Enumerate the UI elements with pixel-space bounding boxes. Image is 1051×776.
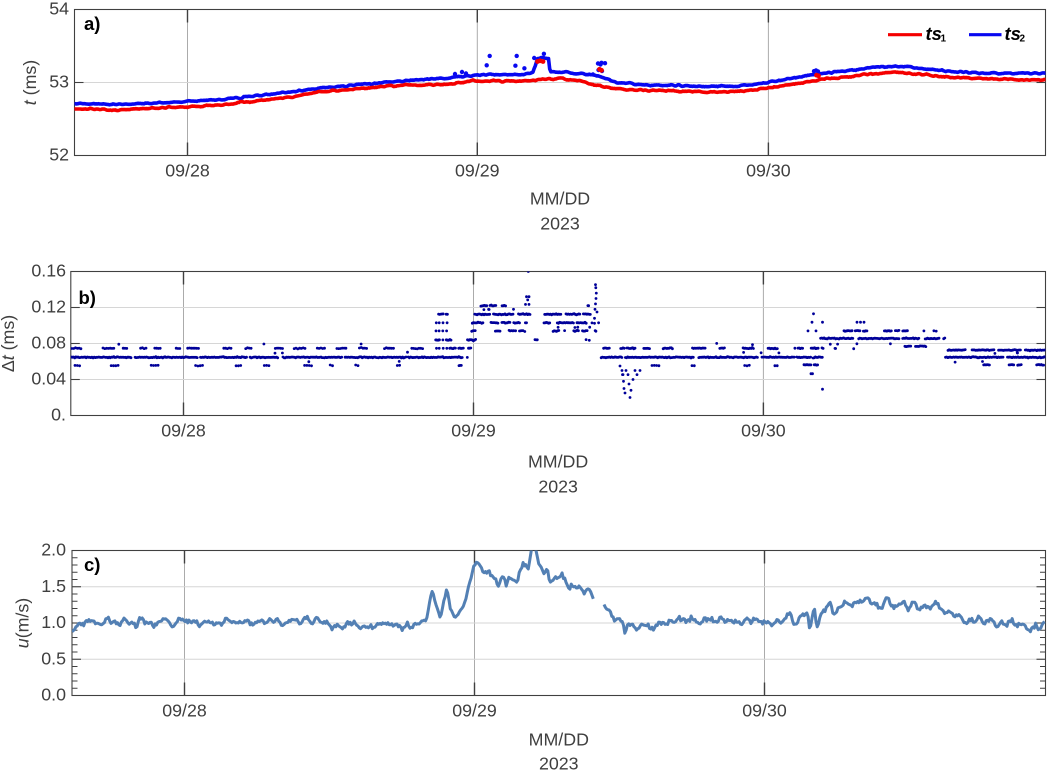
- svg-text:ts: ts: [1005, 23, 1021, 44]
- svg-text:09/28: 09/28: [165, 160, 210, 180]
- svg-text:Δt (ms): Δt (ms): [0, 315, 18, 372]
- svg-text:09/30: 09/30: [742, 700, 787, 720]
- svg-text:1.0: 1.0: [41, 612, 66, 632]
- svg-text:u(m/s): u(m/s): [12, 598, 32, 648]
- svg-text:0.: 0.: [51, 405, 66, 425]
- svg-text:54: 54: [49, 0, 69, 19]
- svg-text:52: 52: [49, 145, 69, 165]
- svg-text:09/30: 09/30: [741, 420, 786, 440]
- svg-text:09/29: 09/29: [455, 160, 500, 180]
- svg-text:c): c): [84, 554, 100, 575]
- svg-text:2023: 2023: [540, 213, 580, 233]
- svg-text:09/30: 09/30: [746, 160, 791, 180]
- svg-text:53: 53: [49, 72, 69, 92]
- svg-text:09/29: 09/29: [452, 700, 497, 720]
- svg-text:09/29: 09/29: [451, 420, 496, 440]
- svg-text:0.04: 0.04: [31, 369, 66, 389]
- svg-text:b): b): [79, 287, 96, 308]
- svg-text:2: 2: [1020, 34, 1026, 45]
- svg-text:1: 1: [941, 34, 947, 45]
- svg-text:1.5: 1.5: [41, 576, 66, 596]
- svg-text:0.16: 0.16: [31, 261, 66, 281]
- svg-text:MM/DD: MM/DD: [528, 451, 588, 471]
- svg-text:t (ms): t (ms): [20, 60, 40, 105]
- svg-text:MM/DD: MM/DD: [530, 188, 590, 208]
- svg-text:09/28: 09/28: [162, 700, 207, 720]
- svg-text:0.12: 0.12: [31, 297, 66, 317]
- svg-text:ts: ts: [926, 23, 942, 44]
- svg-text:0.08: 0.08: [31, 333, 66, 353]
- svg-text:09/28: 09/28: [161, 420, 206, 440]
- svg-text:2023: 2023: [539, 753, 579, 773]
- svg-text:0.5: 0.5: [41, 649, 66, 669]
- svg-text:2023: 2023: [538, 476, 578, 496]
- svg-text:2.0: 2.0: [41, 540, 66, 560]
- svg-text:a): a): [84, 13, 100, 34]
- svg-text:MM/DD: MM/DD: [529, 729, 589, 749]
- svg-text:0.0: 0.0: [41, 685, 66, 705]
